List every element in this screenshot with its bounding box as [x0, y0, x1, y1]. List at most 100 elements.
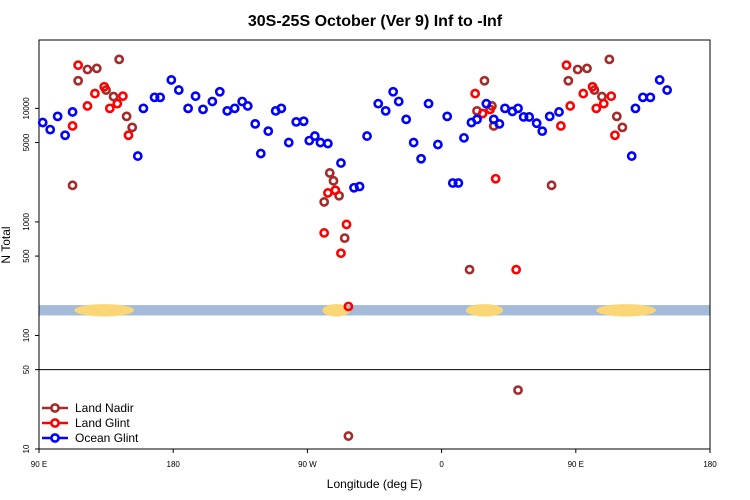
land-segment	[465, 304, 504, 317]
x-tick-label: 90 E	[31, 460, 47, 469]
data-point	[464, 264, 475, 275]
chart-title: 30S-25S October (Ver 9) Inf to -Inf	[248, 13, 503, 30]
data-point	[518, 112, 529, 122]
data-point	[343, 301, 354, 312]
y-axis: 10 50 100 500 1000 5000 10000	[22, 97, 39, 453]
data-point	[598, 98, 609, 109]
data-point	[408, 137, 419, 148]
data-point	[339, 233, 350, 244]
legend-marker	[50, 418, 60, 428]
data-point	[45, 124, 56, 135]
data-point	[481, 98, 492, 109]
data-point	[494, 118, 505, 129]
data-point	[638, 92, 648, 103]
data-point	[401, 114, 412, 125]
data-point	[315, 137, 326, 148]
data-point	[362, 131, 372, 141]
data-point	[112, 98, 123, 109]
data-point	[222, 105, 233, 116]
legend-entry-ocean-glint: Ocean Glint	[42, 431, 139, 445]
data-point	[73, 75, 84, 86]
data-point	[513, 385, 523, 396]
data-point	[324, 168, 335, 178]
legend-marker	[50, 403, 60, 413]
data-point	[477, 108, 488, 119]
data-point	[127, 122, 138, 133]
y-tick-label: 5000	[22, 133, 31, 151]
data-point	[114, 54, 125, 65]
y-tick-label: 10	[22, 444, 31, 453]
data-point	[190, 91, 201, 102]
data-point	[423, 98, 434, 109]
land-segment	[322, 304, 351, 317]
legend-entry-land-nadir: Land Nadir	[42, 401, 134, 415]
data-point	[117, 91, 128, 102]
data-point	[229, 103, 240, 114]
data-point	[330, 185, 341, 196]
data-point	[587, 81, 598, 92]
data-point	[479, 75, 490, 86]
data-point	[60, 130, 70, 141]
data-point	[198, 104, 208, 115]
data-point	[52, 111, 63, 122]
data-point	[544, 111, 555, 122]
data-point	[207, 96, 218, 107]
data-point	[138, 103, 149, 114]
data-point	[442, 111, 453, 122]
data-point	[554, 107, 564, 117]
data-point	[349, 182, 359, 193]
data-point	[309, 131, 320, 141]
legend-label: Ocean Glint	[75, 431, 139, 445]
data-point	[37, 117, 48, 128]
data-point	[73, 60, 84, 71]
data-point	[565, 101, 576, 111]
data-point	[380, 105, 391, 116]
y-axis-label: N Total	[0, 226, 13, 263]
data-point	[626, 151, 637, 161]
data-point	[490, 173, 501, 184]
x-tick-label: 90 W	[298, 460, 317, 469]
data-point	[183, 103, 194, 114]
data-point	[319, 228, 330, 238]
data-point	[336, 158, 346, 168]
data-point	[132, 151, 143, 161]
data-point	[304, 135, 315, 146]
data-point	[513, 103, 523, 114]
data-point	[617, 122, 628, 133]
data-point	[323, 138, 333, 149]
plot-frame	[38, 39, 711, 450]
data-point	[343, 431, 354, 441]
data-point	[472, 114, 482, 125]
x-axis-label: Longitude (deg E)	[327, 477, 422, 491]
data-point	[578, 88, 589, 99]
data-point	[606, 91, 617, 102]
data-point	[611, 111, 622, 122]
data-point	[563, 75, 574, 86]
data-point	[242, 101, 253, 111]
data-point	[104, 103, 115, 114]
series-ocean-glint	[37, 75, 673, 193]
data-point	[82, 101, 93, 111]
data-point	[166, 75, 177, 85]
x-tick-label: 180	[167, 460, 181, 469]
data-point	[453, 178, 464, 188]
data-point	[323, 188, 333, 198]
x-tick-label: 0	[439, 460, 444, 469]
data-point	[291, 116, 302, 127]
data-point	[447, 178, 458, 188]
y-tick-label: 100	[22, 328, 31, 342]
data-point	[524, 112, 535, 122]
data-point	[123, 130, 134, 141]
data-point	[373, 98, 384, 109]
data-point	[250, 118, 261, 129]
legend-entry-land-glint: Land Glint	[42, 416, 130, 430]
data-point	[328, 175, 339, 186]
data-point	[582, 63, 592, 74]
data-point	[531, 118, 542, 129]
data-point	[393, 96, 404, 107]
series-land-nadir	[67, 54, 628, 441]
data-point	[354, 181, 365, 192]
land-mask-band	[39, 304, 710, 317]
data-point	[298, 116, 309, 127]
